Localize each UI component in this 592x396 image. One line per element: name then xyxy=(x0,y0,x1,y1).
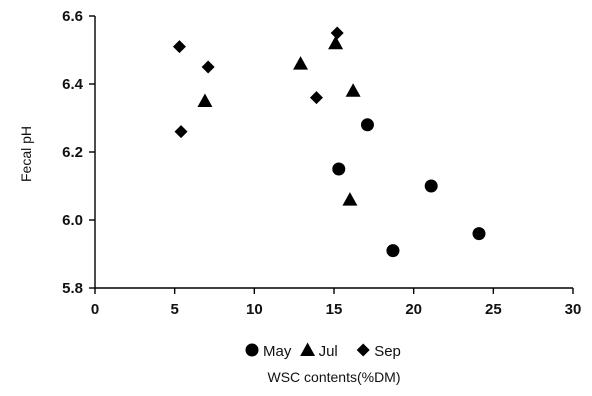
x-tick-label: 5 xyxy=(170,301,178,318)
x-tick-label: 20 xyxy=(405,301,422,318)
data-points xyxy=(172,26,486,258)
y-axis-title: Fecal pH xyxy=(18,126,34,182)
tick-labels: 0 5 10 15 20 25 30 5.8 6.0 6.2 6.4 6.6 xyxy=(62,8,581,318)
y-tick-label: 5.8 xyxy=(62,280,83,297)
legend-marker-triangle xyxy=(300,342,316,356)
x-tick-label: 15 xyxy=(326,301,343,318)
data-point-diamond xyxy=(309,91,323,105)
y-tick-label: 6.2 xyxy=(62,144,83,161)
data-point-triangle xyxy=(342,192,358,206)
data-point-diamond xyxy=(330,26,344,40)
legend-marker-circle xyxy=(245,343,259,357)
data-point-triangle xyxy=(328,35,344,50)
data-point-triangle xyxy=(293,56,309,70)
series-jul xyxy=(197,35,361,206)
y-tick-label: 6.0 xyxy=(62,212,83,229)
data-point-diamond xyxy=(201,60,215,74)
legend-label: Sep xyxy=(374,343,401,360)
data-point-circle xyxy=(332,162,346,176)
legend-label: Jul xyxy=(319,343,338,360)
y-tick-label: 6.6 xyxy=(62,8,83,25)
x-axis-title: WSC contents(%DM) xyxy=(267,369,400,385)
data-point-diamond xyxy=(172,40,186,54)
legend-item-jul: Jul xyxy=(300,342,338,360)
x-tick-label: 10 xyxy=(246,301,263,318)
data-point-diamond xyxy=(174,125,188,139)
data-point-circle xyxy=(386,244,400,258)
data-point-triangle xyxy=(197,93,213,107)
legend-item-may: May xyxy=(245,343,292,360)
legend: May Jul Sep xyxy=(245,342,401,360)
x-tick-label: 0 xyxy=(91,301,99,318)
legend-item-sep: Sep xyxy=(356,343,401,360)
x-tick-label: 25 xyxy=(485,301,502,318)
x-tick-label: 30 xyxy=(565,301,582,318)
data-point-triangle xyxy=(345,83,361,97)
series-may xyxy=(332,118,486,258)
data-point-circle xyxy=(360,118,374,132)
legend-label: May xyxy=(263,343,292,360)
data-point-circle xyxy=(424,179,438,193)
axes xyxy=(89,15,574,294)
series-sep xyxy=(172,26,344,139)
legend-marker-diamond xyxy=(356,343,370,357)
data-point-circle xyxy=(472,227,486,241)
y-tick-label: 6.4 xyxy=(62,76,84,93)
